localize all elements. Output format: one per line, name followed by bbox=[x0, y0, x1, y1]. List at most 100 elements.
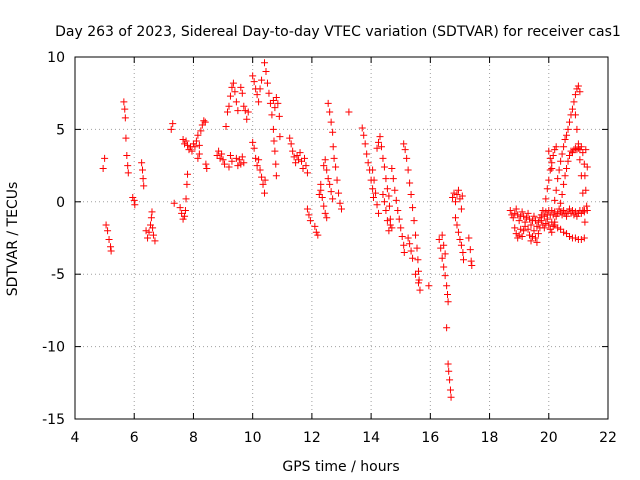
data-point bbox=[457, 241, 465, 249]
data-point bbox=[466, 246, 474, 254]
data-point bbox=[563, 212, 571, 220]
x-tick-label: 20 bbox=[540, 430, 558, 446]
data-point bbox=[449, 193, 457, 201]
data-point bbox=[228, 83, 236, 91]
data-point bbox=[520, 212, 528, 220]
data-point bbox=[386, 221, 394, 229]
data-point bbox=[226, 151, 234, 159]
data-point bbox=[567, 147, 575, 155]
data-point bbox=[512, 230, 520, 238]
data-point bbox=[261, 176, 269, 184]
data-point bbox=[122, 134, 130, 142]
data-point bbox=[345, 108, 353, 116]
data-point bbox=[551, 221, 559, 229]
data-point bbox=[467, 257, 475, 265]
data-point bbox=[276, 133, 284, 141]
data-point bbox=[329, 143, 337, 151]
data-point bbox=[438, 231, 446, 239]
data-point bbox=[139, 166, 147, 174]
data-point bbox=[286, 134, 294, 142]
data-point bbox=[579, 149, 587, 157]
data-point bbox=[370, 176, 378, 184]
data-point bbox=[577, 235, 585, 243]
data-point bbox=[121, 114, 129, 122]
data-point bbox=[549, 151, 557, 159]
data-point bbox=[263, 79, 271, 87]
data-point bbox=[404, 166, 412, 174]
data-point bbox=[548, 164, 556, 172]
data-point bbox=[145, 228, 153, 236]
data-point bbox=[290, 153, 298, 161]
data-point bbox=[571, 234, 579, 242]
data-point bbox=[240, 102, 248, 110]
data-point bbox=[268, 111, 276, 119]
data-point bbox=[409, 204, 417, 212]
x-tick-label: 4 bbox=[71, 430, 80, 446]
data-point bbox=[536, 214, 544, 222]
data-point bbox=[456, 235, 464, 243]
data-point bbox=[570, 211, 578, 219]
data-point bbox=[508, 211, 516, 219]
data-point bbox=[468, 262, 476, 270]
data-point bbox=[101, 154, 109, 162]
data-point bbox=[552, 186, 560, 194]
data-point bbox=[191, 143, 199, 151]
data-point bbox=[573, 125, 581, 133]
data-point bbox=[315, 191, 323, 199]
data-point bbox=[238, 153, 246, 161]
data-point bbox=[560, 206, 568, 214]
data-point bbox=[194, 154, 202, 162]
data-point bbox=[243, 115, 251, 123]
data-point bbox=[577, 143, 585, 151]
data-point bbox=[181, 206, 189, 214]
data-point bbox=[425, 282, 433, 290]
data-point bbox=[546, 154, 554, 162]
data-point bbox=[379, 191, 387, 199]
data-point bbox=[557, 208, 565, 216]
data-point bbox=[452, 214, 460, 222]
data-point bbox=[326, 108, 334, 116]
data-point bbox=[317, 186, 325, 194]
data-point bbox=[129, 193, 137, 201]
data-point bbox=[557, 157, 565, 165]
data-point bbox=[295, 156, 303, 164]
data-point bbox=[551, 208, 559, 216]
y-tick-label: -5 bbox=[51, 267, 65, 283]
data-point bbox=[438, 254, 446, 262]
data-point bbox=[534, 218, 542, 226]
data-point bbox=[258, 173, 266, 181]
data-point bbox=[221, 160, 229, 168]
data-point bbox=[375, 138, 383, 146]
data-point bbox=[176, 204, 184, 212]
data-point bbox=[124, 169, 132, 177]
data-point bbox=[528, 233, 536, 241]
data-point bbox=[444, 290, 452, 298]
data-point bbox=[225, 102, 233, 110]
x-tick-label: 16 bbox=[421, 430, 439, 446]
data-point bbox=[303, 169, 311, 177]
data-point bbox=[404, 234, 412, 242]
data-point bbox=[383, 185, 391, 193]
data-point bbox=[517, 225, 525, 233]
data-point bbox=[105, 235, 113, 243]
data-point bbox=[123, 151, 131, 159]
data-point bbox=[558, 150, 566, 158]
data-point bbox=[379, 154, 387, 162]
data-point bbox=[219, 156, 227, 164]
x-tick-label: 6 bbox=[130, 430, 139, 446]
data-point bbox=[454, 186, 462, 194]
data-point bbox=[543, 185, 551, 193]
data-point bbox=[183, 180, 191, 188]
data-point bbox=[185, 146, 193, 154]
data-point bbox=[527, 221, 535, 229]
data-point bbox=[373, 201, 381, 209]
data-point bbox=[531, 217, 539, 225]
data-point bbox=[318, 193, 326, 201]
data-point bbox=[287, 140, 295, 148]
data-point bbox=[395, 215, 403, 223]
data-point bbox=[524, 209, 532, 217]
data-point bbox=[314, 231, 322, 239]
data-point bbox=[142, 227, 150, 235]
data-point bbox=[552, 212, 560, 220]
data-point bbox=[576, 156, 584, 164]
